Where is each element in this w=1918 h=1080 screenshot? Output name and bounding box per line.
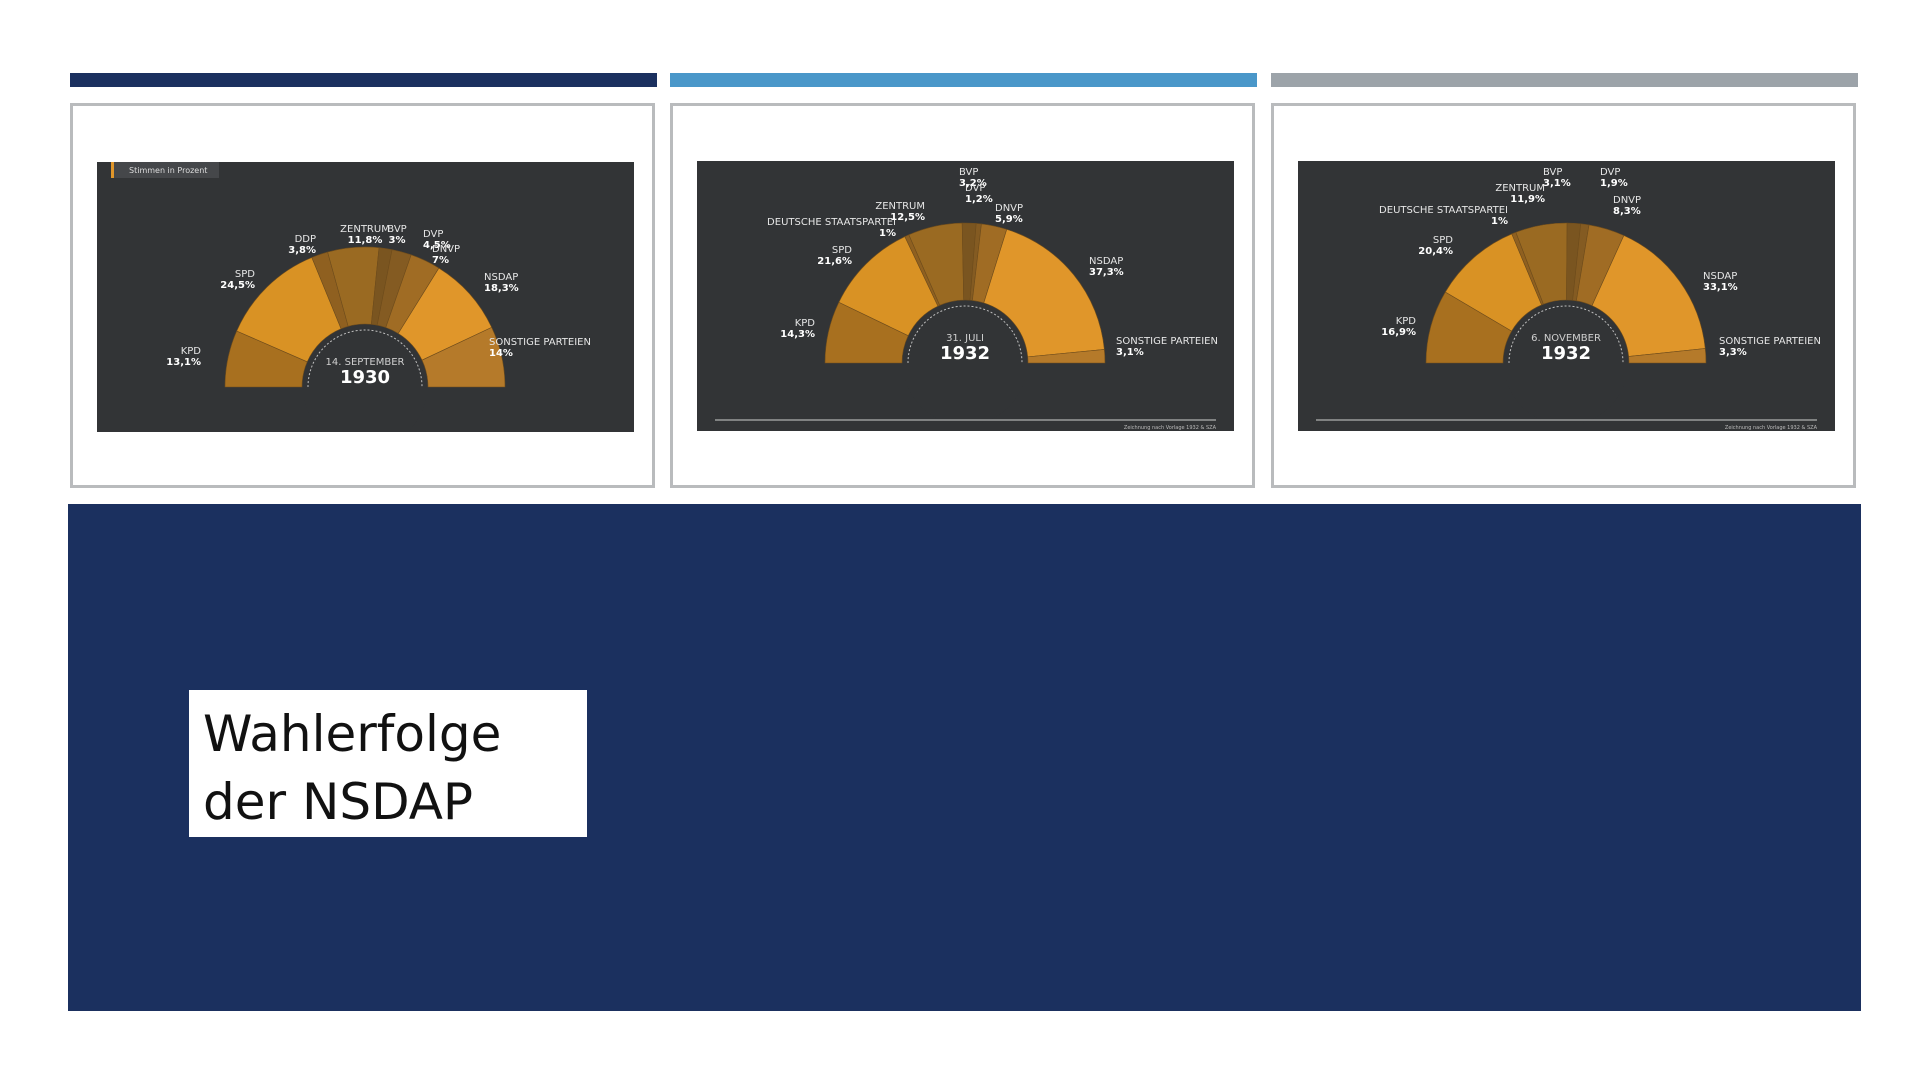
slice-label-deutsche-staatspartei: DEUTSCHE STAATSPARTEI	[767, 217, 896, 228]
chart-card-1930[interactable]: KPD 13,1% SPD 24,5% DDP 3,8% ZENTRUM 11,8% BVP 3%…	[70, 103, 655, 488]
slice-value-sonstige-parteien: 14%	[489, 348, 513, 359]
slice-value-spd: 21,6%	[817, 256, 852, 267]
slice-label-sonstige-parteien: SONSTIGE PARTEIEN	[489, 337, 591, 348]
slice-value-dnvp: 5,9%	[995, 214, 1023, 225]
slice-label-kpd: KPD	[1396, 316, 1417, 327]
badge-text: Stimmen in Prozent	[129, 166, 207, 175]
slice-label-sonstige-parteien: SONSTIGE PARTEIEN	[1719, 336, 1821, 347]
slide-title-line-2: der NSDAP	[203, 773, 474, 831]
chart-date: 31. JULI	[946, 333, 984, 344]
donut-hole	[903, 301, 1027, 425]
slice-value-sonstige-parteien: 3,3%	[1719, 347, 1747, 358]
slice-sonstige-parteien	[1628, 348, 1707, 364]
election-chart-november-1932: KPD 16,9% SPD 20,4% DEUTSCHE STAATSPARTEI 1% Z…	[1298, 161, 1835, 431]
chart-source: Zeichnung nach Vorlage 1932 & SZA	[1124, 425, 1217, 431]
slice-label-spd: SPD	[235, 269, 255, 280]
donut-hole	[303, 325, 427, 432]
inner-ring	[1508, 305, 1624, 364]
slice-label-kpd: KPD	[795, 318, 816, 329]
chart-date: 14. SEPTEMBER	[326, 357, 405, 368]
slice-label-zentrum: ZENTRUM	[1495, 183, 1545, 194]
slice-value-zentrum: 12,5%	[890, 212, 925, 223]
chart-year: 1932	[1541, 343, 1591, 364]
slice-sonstige-parteien	[1027, 349, 1106, 364]
slice-label-dnvp: DNVP	[1613, 195, 1641, 206]
slice-label-dnvp: DNVP	[995, 203, 1023, 214]
slice-value-kpd: 14,3%	[780, 329, 815, 340]
slice-nsdap	[1591, 235, 1706, 357]
slice-label-nsdap: NSDAP	[1089, 256, 1123, 267]
accent-bar-2	[670, 73, 1257, 87]
chart-year: 1932	[940, 343, 990, 364]
slice-label-nsdap: NSDAP	[484, 272, 518, 283]
slice-value-zentrum: 11,9%	[1510, 194, 1545, 205]
slice-value-bvp: 3%	[389, 235, 406, 246]
chart-card-november-1932[interactable]: KPD 16,9% SPD 20,4% DEUTSCHE STAATSPARTEI 1% Z…	[1271, 103, 1856, 488]
badge-bg	[111, 162, 219, 178]
slice-value-dvp: 1,2%	[965, 194, 993, 205]
slice-label-bvp: BVP	[959, 167, 978, 178]
chart-source: Zeichnung nach Vorlage 1932 & SZA	[1725, 425, 1818, 431]
slice-value-spd: 20,4%	[1418, 246, 1453, 257]
slide-title-line-1: Wahlerfolge	[203, 705, 502, 763]
slice-label-nsdap: NSDAP	[1703, 271, 1737, 282]
slice-label-spd: SPD	[832, 245, 852, 256]
slice-label-spd: SPD	[1433, 235, 1453, 246]
slice-label-dvp: DVP	[1600, 167, 1620, 178]
slice-label-zentrum: ZENTRUM	[340, 224, 390, 235]
slice-value-zentrum: 11,8%	[348, 235, 383, 246]
slice-value-dvp: 1,9%	[1600, 178, 1628, 189]
slide-title-box[interactable]: Wahlerfolge der NSDAP	[189, 690, 587, 837]
slice-label-kpd: KPD	[181, 346, 202, 357]
slice-value-dnvp: 8,3%	[1613, 206, 1641, 217]
election-chart-1930: KPD 13,1% SPD 24,5% DDP 3,8% ZENTRUM 11,8% BVP 3%…	[97, 162, 634, 432]
slice-label-deutsche-staatspartei: DEUTSCHE STAATSPARTEI	[1379, 205, 1508, 216]
slice-label-dvp: DVP	[965, 183, 985, 194]
slice-value-nsdap: 18,3%	[484, 283, 519, 294]
slice-label-dvp: DVP	[423, 229, 443, 240]
slice-value-spd: 24,5%	[220, 280, 255, 291]
accent-bar-3	[1271, 73, 1858, 87]
slice-label-sonstige-parteien: SONSTIGE PARTEIEN	[1116, 336, 1218, 347]
slice-value-kpd: 13,1%	[166, 357, 201, 368]
slice-label-dnvp: DNVP	[432, 244, 460, 255]
slice-value-deutsche-staatspartei: 1%	[1491, 216, 1508, 227]
chart-date: 6. NOVEMBER	[1531, 333, 1601, 344]
inner-ring	[907, 305, 1023, 364]
slice-value-nsdap: 33,1%	[1703, 282, 1738, 293]
slice-value-nsdap: 37,3%	[1089, 267, 1124, 278]
slice-value-dvp: 4,5%	[423, 240, 451, 251]
slice-sonstige-parteien	[421, 326, 506, 388]
badge-accent	[111, 162, 114, 178]
slice-value-bvp: 3,2%	[959, 178, 987, 189]
slice-value-bvp: 3,1%	[1543, 178, 1571, 189]
accent-bar-1	[70, 73, 657, 87]
slice-label-zentrum: ZENTRUM	[875, 201, 925, 212]
slice-value-sonstige-parteien: 3,1%	[1116, 347, 1144, 358]
slice-label-bvp: BVP	[1543, 167, 1562, 178]
slice-label-bvp: BVP	[387, 224, 406, 235]
inner-ring	[307, 329, 423, 388]
slice-value-kpd: 16,9%	[1381, 327, 1416, 338]
slice-value-dnvp: 7%	[432, 255, 449, 266]
chart-card-july-1932[interactable]: KPD 14,3% SPD 21,6% DEUTSCHE STAATSPARTEI 1% Z…	[670, 103, 1255, 488]
chart-year: 1930	[340, 367, 390, 388]
slice-value-deutsche-staatspartei: 1%	[879, 228, 896, 239]
donut-hole	[1504, 301, 1628, 425]
election-chart-july-1932: KPD 14,3% SPD 21,6% DEUTSCHE STAATSPARTEI 1% Z…	[697, 161, 1234, 431]
slice-value-ddp: 3,8%	[288, 245, 316, 256]
slice-label-ddp: DDP	[295, 234, 316, 245]
slice-nsdap	[983, 228, 1105, 358]
